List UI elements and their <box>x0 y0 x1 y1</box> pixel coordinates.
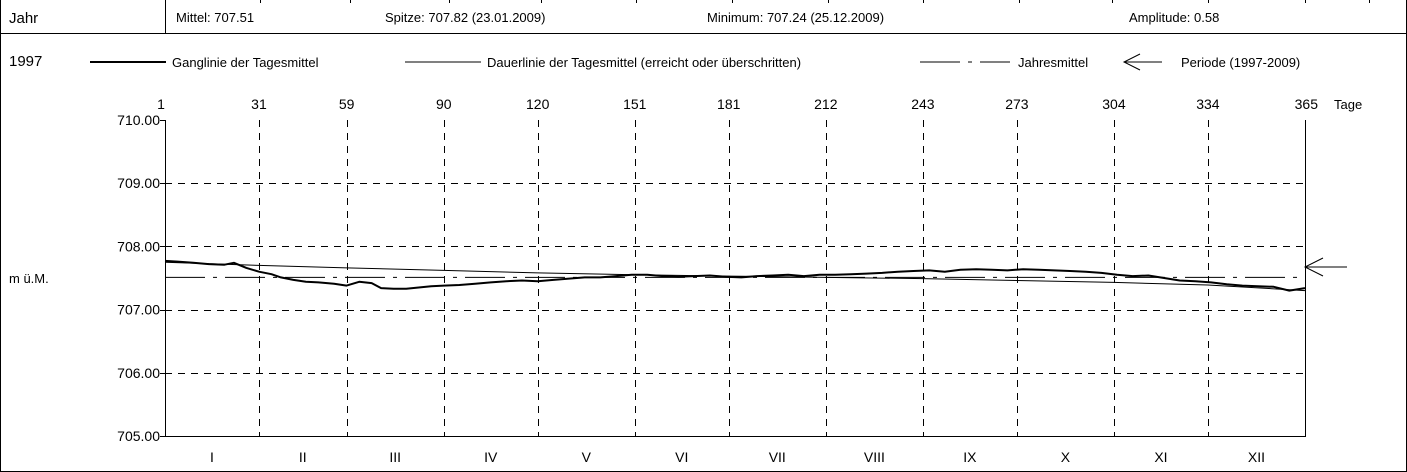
x-tick-label: 212 <box>814 96 838 112</box>
y-tick-label: 705.00 <box>117 428 160 444</box>
year-label: 1997 <box>9 53 42 70</box>
y-tick-label: 710.00 <box>117 112 160 128</box>
header-peak: Spitze: 707.82 (23.01.2009) <box>385 10 545 25</box>
y-tick-label: 708.00 <box>117 238 160 254</box>
x-tick-label: 181 <box>717 96 741 112</box>
x-tick-label: 59 <box>339 96 355 112</box>
series <box>164 259 1306 292</box>
month-label: I <box>210 449 214 465</box>
y-tick-label: 706.00 <box>117 365 160 381</box>
x-tick-label: 304 <box>1102 96 1126 112</box>
month-label: XII <box>1248 449 1265 465</box>
month-label: V <box>582 449 592 465</box>
legend: Ganglinie der Tagesmittel Dauerlinie der… <box>90 53 1300 71</box>
month-label: III <box>389 449 401 465</box>
header-top-ticks <box>260 0 1370 3</box>
month-label: X <box>1061 449 1071 465</box>
month-label: VII <box>769 449 786 465</box>
x-tick-label: 31 <box>251 96 267 112</box>
x-axis-unit-label: Tage <box>1334 97 1362 112</box>
legend-jahresmittel-label: Jahresmittel <box>1018 55 1088 70</box>
period-mean-marker-icon <box>1303 257 1347 277</box>
header-amplitude: Amplitude: 0.58 <box>1129 10 1219 25</box>
axes <box>160 120 1306 437</box>
y-tick-label: 709.00 <box>117 175 160 191</box>
x-tick-label: 243 <box>911 96 935 112</box>
x-tick-label: 1 <box>157 96 165 112</box>
x-tick-label: 151 <box>623 96 647 112</box>
x-tick-label: 90 <box>436 96 452 112</box>
x-tick-label: 120 <box>526 96 550 112</box>
month-label: VI <box>675 449 688 465</box>
month-label: VIII <box>864 449 885 465</box>
header-col-label: Jahr <box>9 10 38 27</box>
legend-dauerlinie-label: Dauerlinie der Tagesmittel (erreicht ode… <box>487 55 801 70</box>
header-mean: Mittel: 707.51 <box>176 10 254 25</box>
x-tick-label: 365 <box>1295 96 1319 112</box>
legend-periode-arrow-icon <box>1122 53 1162 71</box>
month-label: IV <box>484 449 498 465</box>
series-dauerlinie-line <box>164 261 1306 292</box>
header-minimum: Minimum: 707.24 (25.12.2009) <box>707 10 884 25</box>
grid <box>165 120 1305 436</box>
x-tick-label: 273 <box>1005 96 1029 112</box>
month-label: XI <box>1154 449 1167 465</box>
y-tick-label: 707.00 <box>117 302 160 318</box>
x-tick-label: 334 <box>1196 96 1220 112</box>
month-label: II <box>299 449 307 465</box>
y-axis-label: m ü.M. <box>9 271 49 286</box>
month-label: IX <box>963 449 977 465</box>
tick-labels: 705.00 706.00 707.00 708.00 709.00 710.001 31 5… <box>117 96 1318 465</box>
legend-ganglinie-label: Ganglinie der Tagesmittel <box>172 55 319 70</box>
legend-periode-label: Periode (1997-2009) <box>1181 55 1300 70</box>
